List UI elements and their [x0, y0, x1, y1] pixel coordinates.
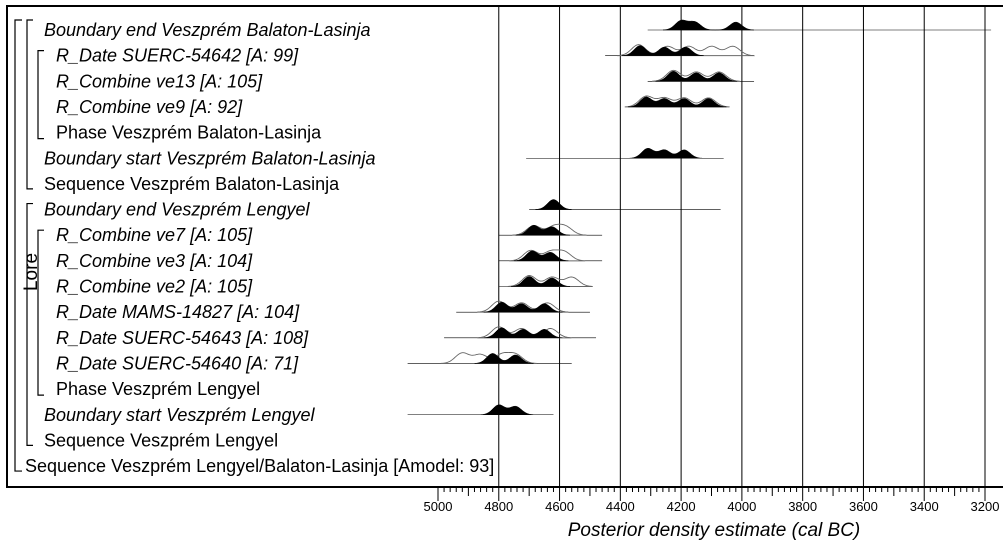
x-axis-title: Posterior density estimate (cal BC): [568, 520, 861, 541]
row-label: R_Combine ve13 [A: 105]: [56, 71, 263, 91]
x-axis: 5000 4800 4600 4400 4200 4000 3800 3600 3400 3200: [424, 487, 1000, 514]
row-label: Sequence Veszprém Lengyel: [44, 430, 278, 450]
posterior-distribution: [627, 96, 727, 108]
row-label: R_Combine ve7 [A: 105]: [56, 225, 253, 245]
posterior-distribution: [535, 199, 572, 210]
bracket: [37, 229, 44, 396]
axis-tick-label: 3600: [849, 499, 878, 514]
row-label: R_Date SUERC-54642 [A: 99]: [56, 46, 299, 66]
gridlines: [498, 6, 986, 487]
row-label: Boundary end Veszprém Balaton-Lasinja: [44, 20, 371, 40]
axis-tick-label: 3200: [971, 499, 1000, 514]
row-labels: Boundary end Veszprém Balaton-Lasinja R_D…: [25, 20, 494, 476]
prior-distribution: [509, 249, 586, 262]
row-label: Phase Veszprém Lengyel: [56, 379, 260, 399]
row-label: Boundary end Veszprém Lengyel: [44, 200, 311, 220]
posterior-distribution: [655, 71, 738, 82]
row-label: Phase Veszprém Balaton-Lasinja: [56, 123, 322, 143]
posterior-distribution: [629, 148, 703, 159]
row-label: R_Combine ve9 [A: 92]: [56, 97, 243, 117]
axis-tick-label: 4200: [667, 499, 696, 514]
posterior-distribution: [483, 327, 563, 339]
distributions: [407, 19, 992, 416]
prior-distribution: [652, 69, 741, 82]
row-label: Boundary start Veszprém Lengyel: [44, 405, 315, 425]
row-label: R_Combine ve3 [A: 104]: [56, 251, 253, 271]
bracket: [26, 19, 33, 190]
row-label: Sequence Veszprém Balaton-Lasinja: [44, 174, 340, 194]
axis-tick-label: 4600: [545, 499, 574, 514]
bracket: [37, 50, 44, 140]
row-label: R_Date SUERC-54643 [A: 108]: [56, 328, 309, 348]
plot-frame: [6, 5, 1003, 488]
row-label: R_Date SUERC-54640 [A: 71]: [56, 353, 299, 373]
row-label: Sequence Veszprém Lengyel/Balaton-Lasinj…: [25, 456, 494, 476]
prior-distribution: [507, 275, 593, 287]
axis-tick-label: 4400: [606, 499, 635, 514]
posterior-distribution: [474, 353, 534, 364]
model-label: Lore: [21, 253, 42, 291]
posterior-distribution: [510, 276, 571, 287]
axis-tick-label: 5000: [424, 499, 453, 514]
bracket: [26, 202, 33, 446]
row-label: Boundary start Veszprém Balaton-Lasinja: [44, 148, 376, 168]
axis-tick-label: 4800: [484, 499, 513, 514]
bracket: [14, 19, 22, 472]
structure-brackets: [14, 19, 44, 472]
posterior-distribution: [513, 250, 570, 262]
posterior-distribution: [480, 404, 534, 415]
row-label: R_Date MAMS-14827 [A: 104]: [56, 302, 300, 322]
posterior-distribution: [621, 45, 704, 56]
row-label: R_Combine ve2 [A: 105]: [56, 277, 253, 297]
posterior-distribution: [662, 19, 754, 31]
prior-distribution: [624, 95, 730, 108]
axis-tick-label: 4000: [727, 499, 756, 514]
prior-distribution: [477, 300, 569, 313]
posterior-distribution: [483, 301, 563, 313]
prior-distribution: [617, 44, 756, 57]
posterior-distribution: [515, 224, 571, 236]
axis-tick-label: 3400: [910, 499, 939, 514]
axis-tick-label: 3800: [788, 499, 817, 514]
